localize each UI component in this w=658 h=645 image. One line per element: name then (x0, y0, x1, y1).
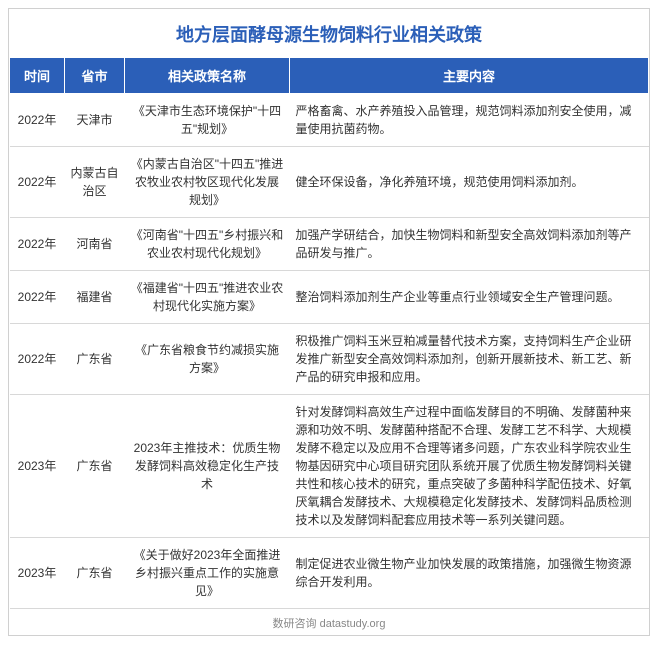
cell-time: 2022年 (10, 271, 65, 324)
cell-policy: 2023年主推技术：优质生物发酵饲料高效稳定化生产技术 (125, 395, 290, 538)
table-header-row: 时间 省市 相关政策名称 主要内容 (10, 58, 649, 94)
table-body: 2022年 天津市 《天津市生态环境保护"十四五"规划》 严格畜禽、水产养殖投入… (10, 94, 649, 609)
cell-province: 内蒙古自治区 (65, 147, 125, 218)
cell-time: 2022年 (10, 147, 65, 218)
cell-province: 福建省 (65, 271, 125, 324)
policy-table-container: 地方层面酵母源生物饲料行业相关政策 时间 省市 相关政策名称 主要内容 2022… (8, 8, 650, 636)
cell-policy: 《关于做好2023年全面推进乡村振兴重点工作的实施意见》 (125, 538, 290, 609)
cell-policy: 《广东省粮食节约减损实施方案》 (125, 324, 290, 395)
table-row: 2022年 广东省 《广东省粮食节约减损实施方案》 积极推广饲料玉米豆粕减量替代… (10, 324, 649, 395)
cell-content: 积极推广饲料玉米豆粕减量替代技术方案，支持饲料生产企业研发推广新型安全高效饲料添… (290, 324, 649, 395)
page-title: 地方层面酵母源生物饲料行业相关政策 (9, 9, 649, 57)
cell-province: 广东省 (65, 395, 125, 538)
table-row: 2022年 天津市 《天津市生态环境保护"十四五"规划》 严格畜禽、水产养殖投入… (10, 94, 649, 147)
cell-content: 加强产学研结合，加快生物饲料和新型安全高效饲料添加剂等产品研发与推广。 (290, 218, 649, 271)
cell-province: 广东省 (65, 538, 125, 609)
table-row: 2022年 河南省 《河南省"十四五"乡村振兴和农业农村现代化规划》 加强产学研… (10, 218, 649, 271)
table-row: 2023年 广东省 2023年主推技术：优质生物发酵饲料高效稳定化生产技术 针对… (10, 395, 649, 538)
header-time: 时间 (10, 58, 65, 94)
cell-province: 河南省 (65, 218, 125, 271)
cell-time: 2022年 (10, 94, 65, 147)
cell-policy: 《内蒙古自治区"十四五"推进农牧业农村牧区现代化发展规划》 (125, 147, 290, 218)
cell-content: 制定促进农业微生物产业加快发展的政策措施，加强微生物资源综合开发利用。 (290, 538, 649, 609)
cell-time: 2022年 (10, 324, 65, 395)
footer-source: 数研咨询 datastudy.org (9, 609, 649, 635)
cell-content: 健全环保设备，净化养殖环境，规范使用饲料添加剂。 (290, 147, 649, 218)
cell-time: 2023年 (10, 395, 65, 538)
header-province: 省市 (65, 58, 125, 94)
cell-province: 天津市 (65, 94, 125, 147)
header-policy: 相关政策名称 (125, 58, 290, 94)
cell-policy: 《天津市生态环境保护"十四五"规划》 (125, 94, 290, 147)
table-row: 2023年 广东省 《关于做好2023年全面推进乡村振兴重点工作的实施意见》 制… (10, 538, 649, 609)
cell-policy: 《福建省"十四五"推进农业农村现代化实施方案》 (125, 271, 290, 324)
table-row: 2022年 福建省 《福建省"十四五"推进农业农村现代化实施方案》 整治饲料添加… (10, 271, 649, 324)
table-row: 2022年 内蒙古自治区 《内蒙古自治区"十四五"推进农牧业农村牧区现代化发展规… (10, 147, 649, 218)
cell-content: 针对发酵饲料高效生产过程中面临发酵目的不明确、发酵菌种来源和功效不明、发酵菌种搭… (290, 395, 649, 538)
cell-content: 整治饲料添加剂生产企业等重点行业领域安全生产管理问题。 (290, 271, 649, 324)
cell-province: 广东省 (65, 324, 125, 395)
cell-policy: 《河南省"十四五"乡村振兴和农业农村现代化规划》 (125, 218, 290, 271)
header-content: 主要内容 (290, 58, 649, 94)
policy-table: 时间 省市 相关政策名称 主要内容 2022年 天津市 《天津市生态环境保护"十… (9, 57, 649, 609)
cell-time: 2022年 (10, 218, 65, 271)
cell-content: 严格畜禽、水产养殖投入品管理，规范饲料添加剂安全使用，减量使用抗菌药物。 (290, 94, 649, 147)
cell-time: 2023年 (10, 538, 65, 609)
